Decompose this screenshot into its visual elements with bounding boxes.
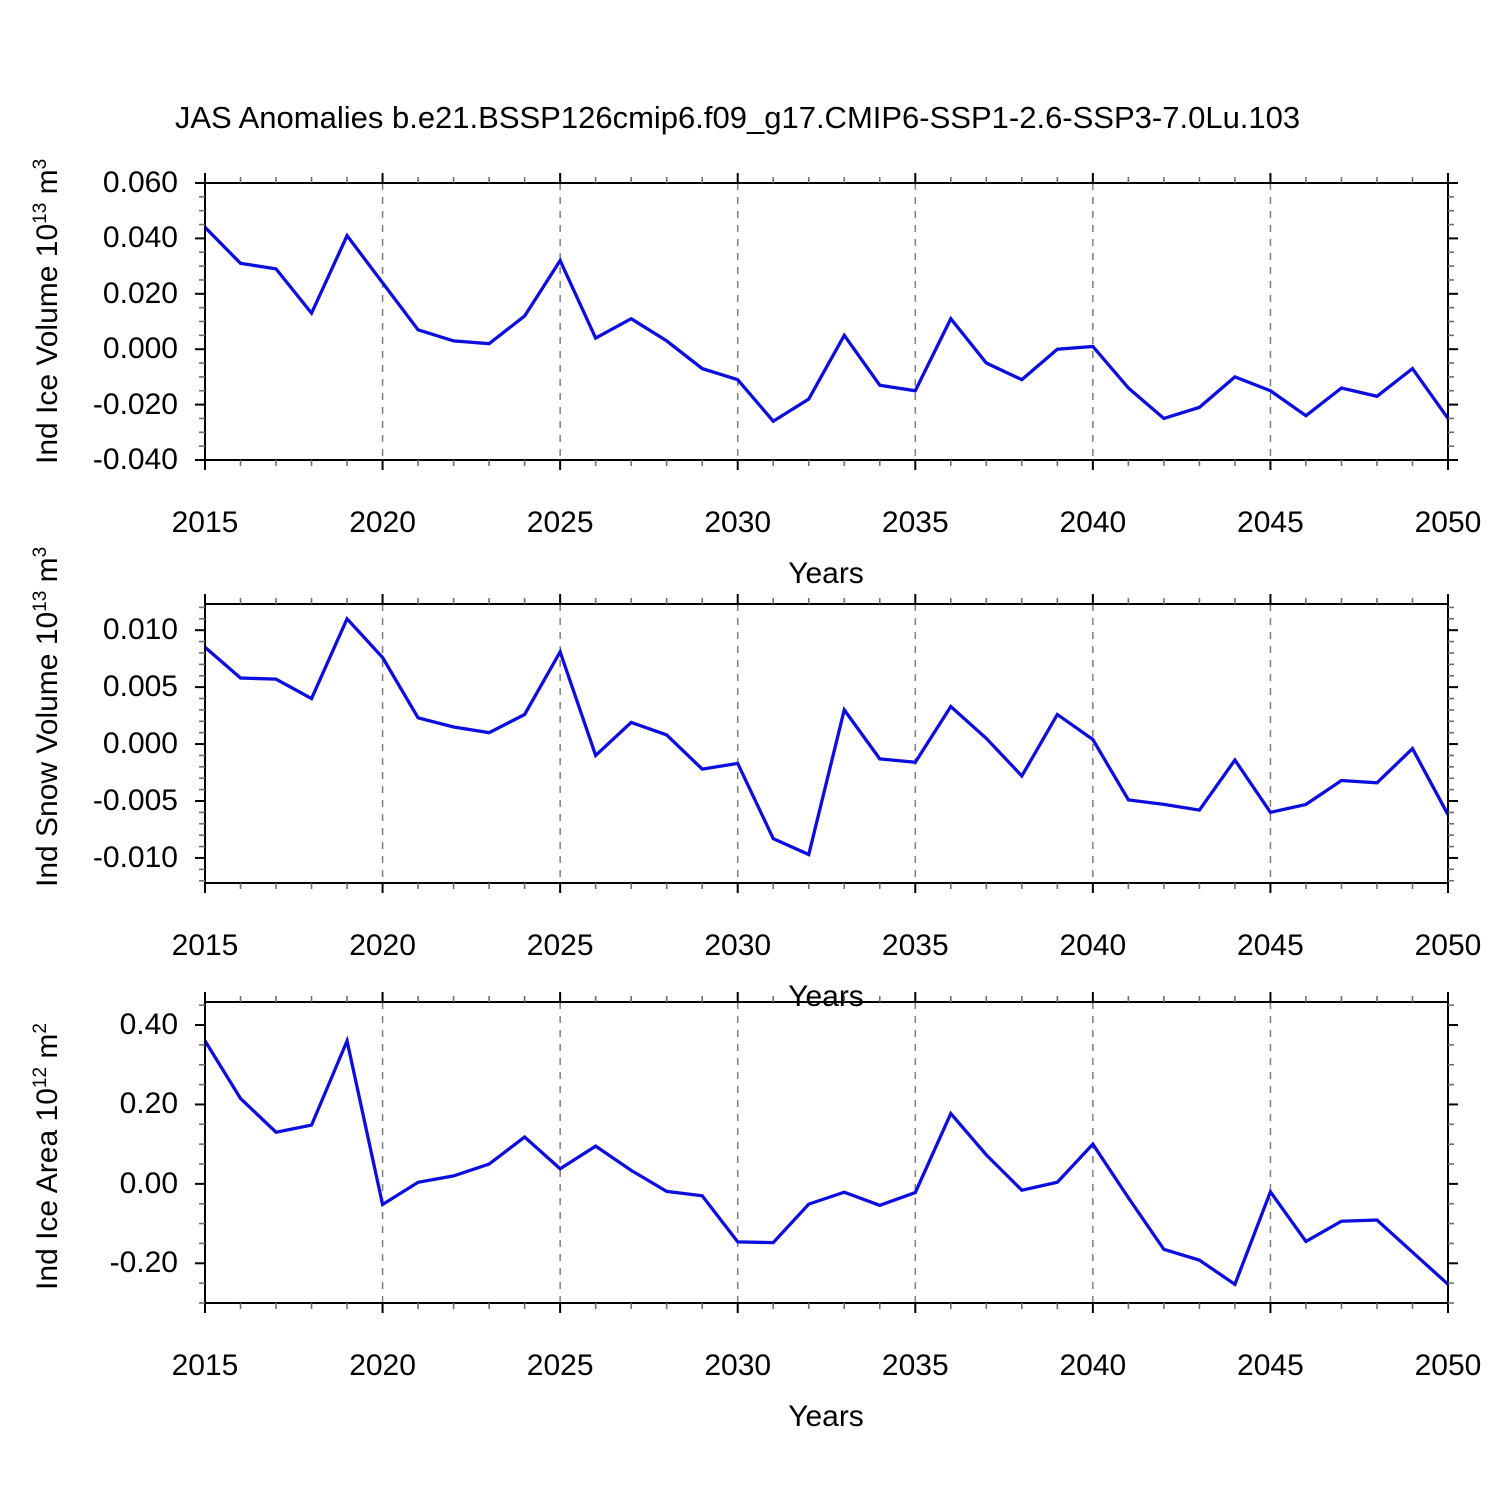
y-axis-title-text: m [30, 1033, 64, 1067]
y-tick-label: 0.00 [119, 1166, 178, 1200]
gridlines [381, 183, 1272, 460]
y-tick-label: 0.010 [102, 613, 178, 647]
x-tick-label: 2035 [881, 506, 949, 539]
chart-title: JAS Anomalies b.e21.BSSP126cmip6.f09_g17… [174, 100, 1301, 135]
y-tick-label: 0.040 [102, 221, 178, 255]
x-tick-label: 2040 [1059, 506, 1127, 539]
panel-frame [204, 182, 1449, 461]
tick-marks [195, 173, 1458, 470]
x-tick-label: 2035 [881, 1349, 949, 1382]
gridlines [381, 604, 1272, 883]
superscript: 2 [29, 1022, 51, 1034]
superscript: 13 [29, 590, 51, 612]
x-tick-label: 2030 [704, 506, 772, 539]
data-line-ind-ice-area [203, 1035, 1450, 1287]
y-axis-title-text: m [30, 556, 64, 591]
x-tick-label: 2050 [1414, 506, 1482, 539]
data-line-ind-ice-volume [203, 226, 1450, 424]
x-tick-label: 2025 [526, 506, 594, 539]
y-tick-label: -0.005 [92, 784, 178, 817]
x-tick-label: 2030 [704, 1349, 772, 1382]
superscript: 13 [29, 202, 51, 224]
tick-marks [195, 992, 1458, 1313]
y-axis-title-text: Ind Ice Area 10 [30, 1087, 64, 1290]
x-tick-label: 2050 [1414, 1349, 1482, 1382]
y-tick-label: 0.000 [102, 332, 178, 366]
superscript: 12 [29, 1066, 51, 1088]
gridlines [381, 1002, 1272, 1303]
x-axis-title-panel1: Years [788, 557, 864, 590]
y-axis-title-text: Ind Ice Volume 10 [30, 223, 64, 464]
x-axis-title-panel3: Years [788, 1400, 864, 1433]
y-tick-label: -0.020 [92, 387, 178, 421]
x-tick-label: 2040 [1059, 1349, 1127, 1382]
y-tick-label: -0.040 [92, 443, 178, 476]
y-axis-title-text: Ind Snow Volume 10 [30, 611, 64, 887]
x-tick-label: 2020 [349, 506, 416, 539]
y-axis-title-snow-volume: Ind Snow Volume 1013 m3 [23, 546, 66, 887]
x-axis-title-panel2: Years [788, 980, 864, 1013]
panel-frame [204, 603, 1449, 884]
x-tick-label: 2045 [1237, 1349, 1304, 1382]
y-tick-label: 0.005 [102, 670, 178, 704]
tick-marks [195, 594, 1458, 893]
y-axis-title-text: m [30, 168, 64, 203]
x-tick-label: 2035 [881, 929, 949, 962]
y-tick-label: 0.40 [119, 1008, 178, 1042]
y-tick-label: 0.060 [102, 166, 178, 199]
y-tick-label: -0.010 [92, 840, 178, 874]
y-tick-label: 0.20 [119, 1087, 178, 1121]
x-tick-label: 2045 [1237, 506, 1304, 539]
x-tick-label: 2040 [1059, 929, 1127, 962]
x-tick-label: 2025 [526, 1349, 594, 1382]
panel-ind-snow-volume [195, 594, 1458, 893]
x-tick-label: 2015 [171, 1349, 239, 1382]
data-line-ind-snow-volume [203, 615, 1450, 857]
y-axis-title-ice-area: Ind Ice Area 1012 m2 [23, 1006, 66, 1307]
x-tick-label: 2020 [349, 1349, 416, 1382]
x-tick-label: 2030 [704, 929, 772, 962]
y-axis-title-ice-volume: Ind Ice Volume 1013 m3 [23, 158, 66, 464]
x-tick-label: 2025 [526, 929, 594, 962]
x-tick-label: 2015 [171, 506, 239, 539]
panel-ind-ice-area [195, 992, 1458, 1313]
x-tick-label: 2015 [171, 929, 239, 962]
panel-ind-ice-volume [195, 173, 1458, 470]
x-tick-label: 2045 [1237, 929, 1304, 962]
y-tick-label: 0.020 [102, 276, 178, 310]
panel-frame [204, 1001, 1449, 1304]
superscript: 3 [29, 546, 51, 557]
y-tick-label: -0.20 [109, 1246, 178, 1280]
superscript: 3 [29, 158, 51, 169]
y-tick-label: 0.000 [102, 727, 178, 761]
x-tick-label: 2020 [349, 929, 416, 962]
x-tick-label: 2050 [1414, 929, 1482, 962]
